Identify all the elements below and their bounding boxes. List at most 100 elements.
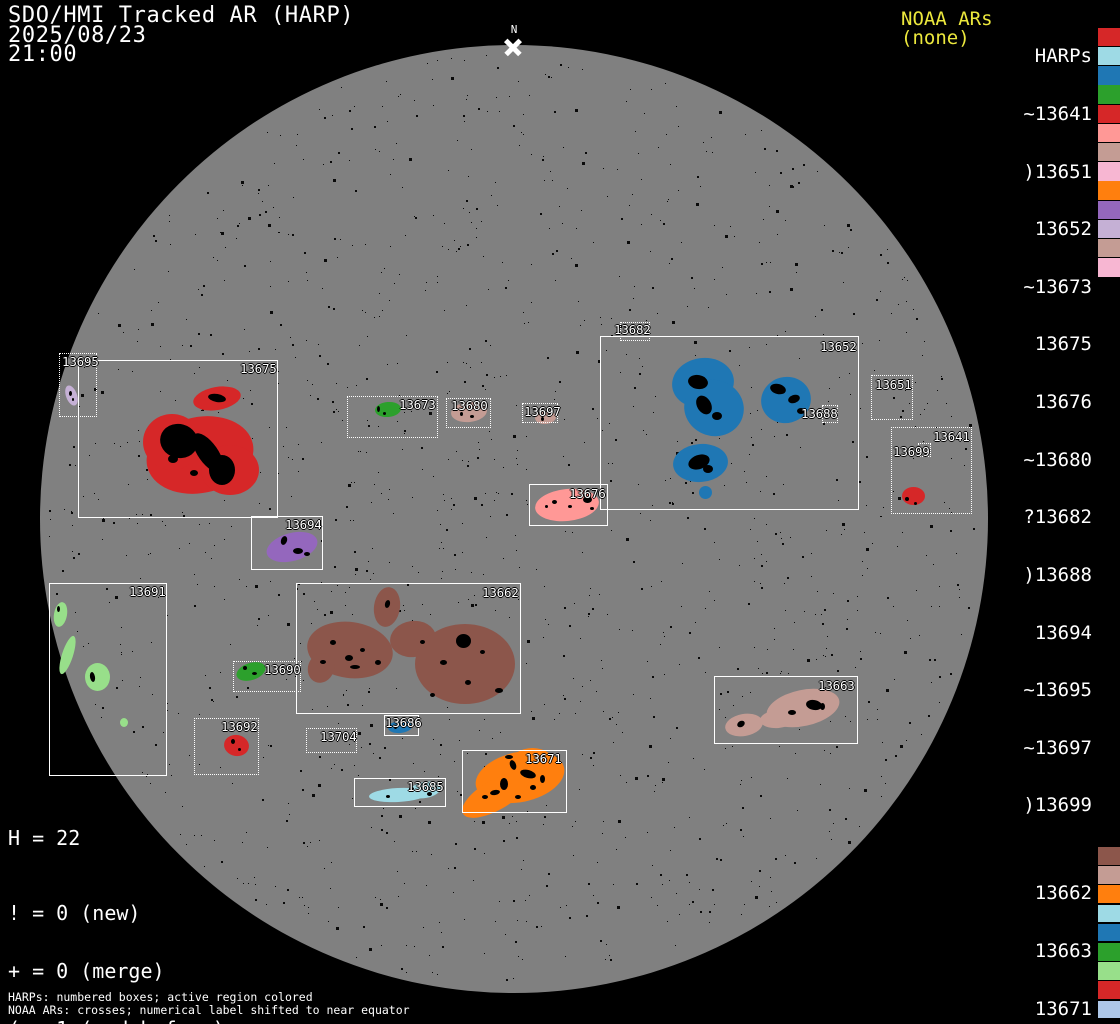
legend-swatch bbox=[1098, 219, 1120, 239]
observation-time: 21:00 bbox=[8, 42, 78, 67]
legend-swatch bbox=[1098, 943, 1120, 961]
legend-swatch bbox=[1098, 181, 1120, 200]
blob-spot bbox=[480, 650, 485, 654]
harp-box-label: 13652 bbox=[820, 339, 857, 354]
blob-spot bbox=[430, 693, 435, 697]
flag-legend-line: + = 0 (merge) bbox=[8, 959, 165, 984]
legend-entry: ~13680 bbox=[1023, 448, 1092, 471]
blob-spot bbox=[386, 795, 390, 798]
noaa-ars-value: (none) bbox=[901, 27, 970, 50]
blob-spot bbox=[383, 412, 386, 415]
blob-spot bbox=[530, 785, 536, 790]
harp-box bbox=[251, 516, 323, 570]
footnote-harps: HARPs: numbered boxes; active region col… bbox=[8, 990, 313, 1004]
flag-legend-line: ( = 1 (pad before) bbox=[8, 1019, 237, 1024]
blob-spot bbox=[820, 703, 825, 710]
blob-spot bbox=[515, 795, 521, 799]
blob-spot bbox=[409, 787, 414, 790]
blob-spot bbox=[293, 548, 303, 554]
harp-box-label: 13697 bbox=[524, 404, 561, 419]
harp-box bbox=[354, 778, 446, 807]
noaa-ars-label: NOAA ARs bbox=[901, 8, 993, 30]
harp-box bbox=[78, 360, 278, 518]
active-region-blob bbox=[699, 486, 712, 499]
harp-box bbox=[822, 405, 838, 423]
harp-box bbox=[918, 443, 931, 457]
blob-spot bbox=[788, 710, 796, 715]
blob-spot bbox=[482, 795, 488, 799]
blob-spot bbox=[304, 552, 310, 556]
harp-box-label: 13673 bbox=[399, 397, 436, 412]
blob-spot bbox=[427, 792, 432, 796]
blob-spot bbox=[231, 739, 235, 744]
blob-spot bbox=[440, 660, 447, 665]
blob-spot bbox=[350, 665, 360, 669]
harp-count: H = 22 bbox=[8, 826, 81, 850]
harp-box-label: 13690 bbox=[264, 662, 301, 677]
harp-box-label: 13663 bbox=[818, 678, 855, 693]
legend-swatch bbox=[1098, 123, 1120, 143]
legend-swatch bbox=[1098, 85, 1120, 104]
blob-spot bbox=[252, 672, 257, 675]
blob-spot bbox=[345, 655, 353, 661]
blob-spot bbox=[434, 786, 437, 789]
blob-spot bbox=[465, 680, 471, 685]
legend-entry: 13662 bbox=[1034, 882, 1092, 905]
blob-spot bbox=[552, 500, 557, 504]
blob-spot bbox=[914, 502, 917, 505]
legend-entry: ~13697 bbox=[1023, 736, 1092, 759]
legend-swatch bbox=[1098, 981, 1120, 1000]
flag-legend: ! = 0 (new) + = 0 (merge) ( = 1 (pad bef… bbox=[8, 866, 237, 1024]
blob-spot bbox=[72, 398, 74, 401]
harp-box bbox=[194, 718, 259, 775]
blob-spot bbox=[905, 497, 909, 501]
harp-box bbox=[384, 715, 419, 736]
blob-spot bbox=[375, 660, 381, 665]
harp-box bbox=[446, 398, 491, 428]
harp-box-label: 13662 bbox=[482, 585, 519, 600]
blob-spot bbox=[500, 778, 508, 790]
blob-spot bbox=[168, 455, 178, 463]
blob-spot bbox=[545, 505, 548, 508]
noaa-ars-panel: NOAA ARs (none) bbox=[901, 8, 993, 50]
blob-spot bbox=[590, 507, 594, 510]
blob-spot bbox=[243, 666, 247, 670]
legend-swatch bbox=[1098, 142, 1120, 162]
harp-box-label: 13680 bbox=[451, 398, 488, 413]
harp-box-label: 13695 bbox=[62, 354, 99, 369]
harp-box bbox=[891, 427, 972, 514]
harp-box bbox=[871, 375, 913, 420]
legend-entry: )13651 bbox=[1023, 160, 1092, 183]
legend-entry: 13675 bbox=[1034, 333, 1092, 356]
observation-date: 2025/08/23 bbox=[8, 22, 147, 48]
legend-entry: 13694 bbox=[1034, 621, 1092, 644]
harp-box-label: 13641 bbox=[933, 429, 970, 444]
blob-spot bbox=[495, 688, 503, 693]
legend-swatch bbox=[1098, 847, 1120, 865]
blob-spot bbox=[470, 415, 474, 418]
harp-box bbox=[620, 322, 650, 341]
harp-box-label: 13688 bbox=[801, 406, 838, 421]
footnote-noaa: NOAA ARs: crosses; numerical label shift… bbox=[8, 1003, 410, 1017]
harps-legend-title: HARPs bbox=[1034, 45, 1092, 68]
blob-spot bbox=[541, 417, 544, 421]
blob-spot bbox=[69, 391, 72, 396]
harp-box bbox=[306, 728, 357, 753]
blob-spot bbox=[57, 606, 60, 612]
legend-entry: ~13695 bbox=[1023, 679, 1092, 702]
legend-swatch bbox=[1098, 923, 1120, 942]
blob-spot bbox=[540, 775, 545, 783]
legend-swatch bbox=[1098, 66, 1120, 85]
harp-box-label: 13686 bbox=[385, 715, 422, 730]
blob-spot bbox=[394, 725, 397, 729]
legend-entry: ~13641 bbox=[1023, 103, 1092, 126]
blob-spot bbox=[209, 455, 235, 485]
legend-swatch bbox=[1098, 200, 1120, 219]
blob-spot bbox=[377, 406, 380, 412]
harp-box-label: 13692 bbox=[221, 719, 258, 734]
solar-disk bbox=[40, 45, 988, 993]
blob-spot bbox=[460, 412, 463, 416]
legend-swatch bbox=[1098, 1000, 1120, 1019]
harp-box bbox=[714, 676, 858, 744]
